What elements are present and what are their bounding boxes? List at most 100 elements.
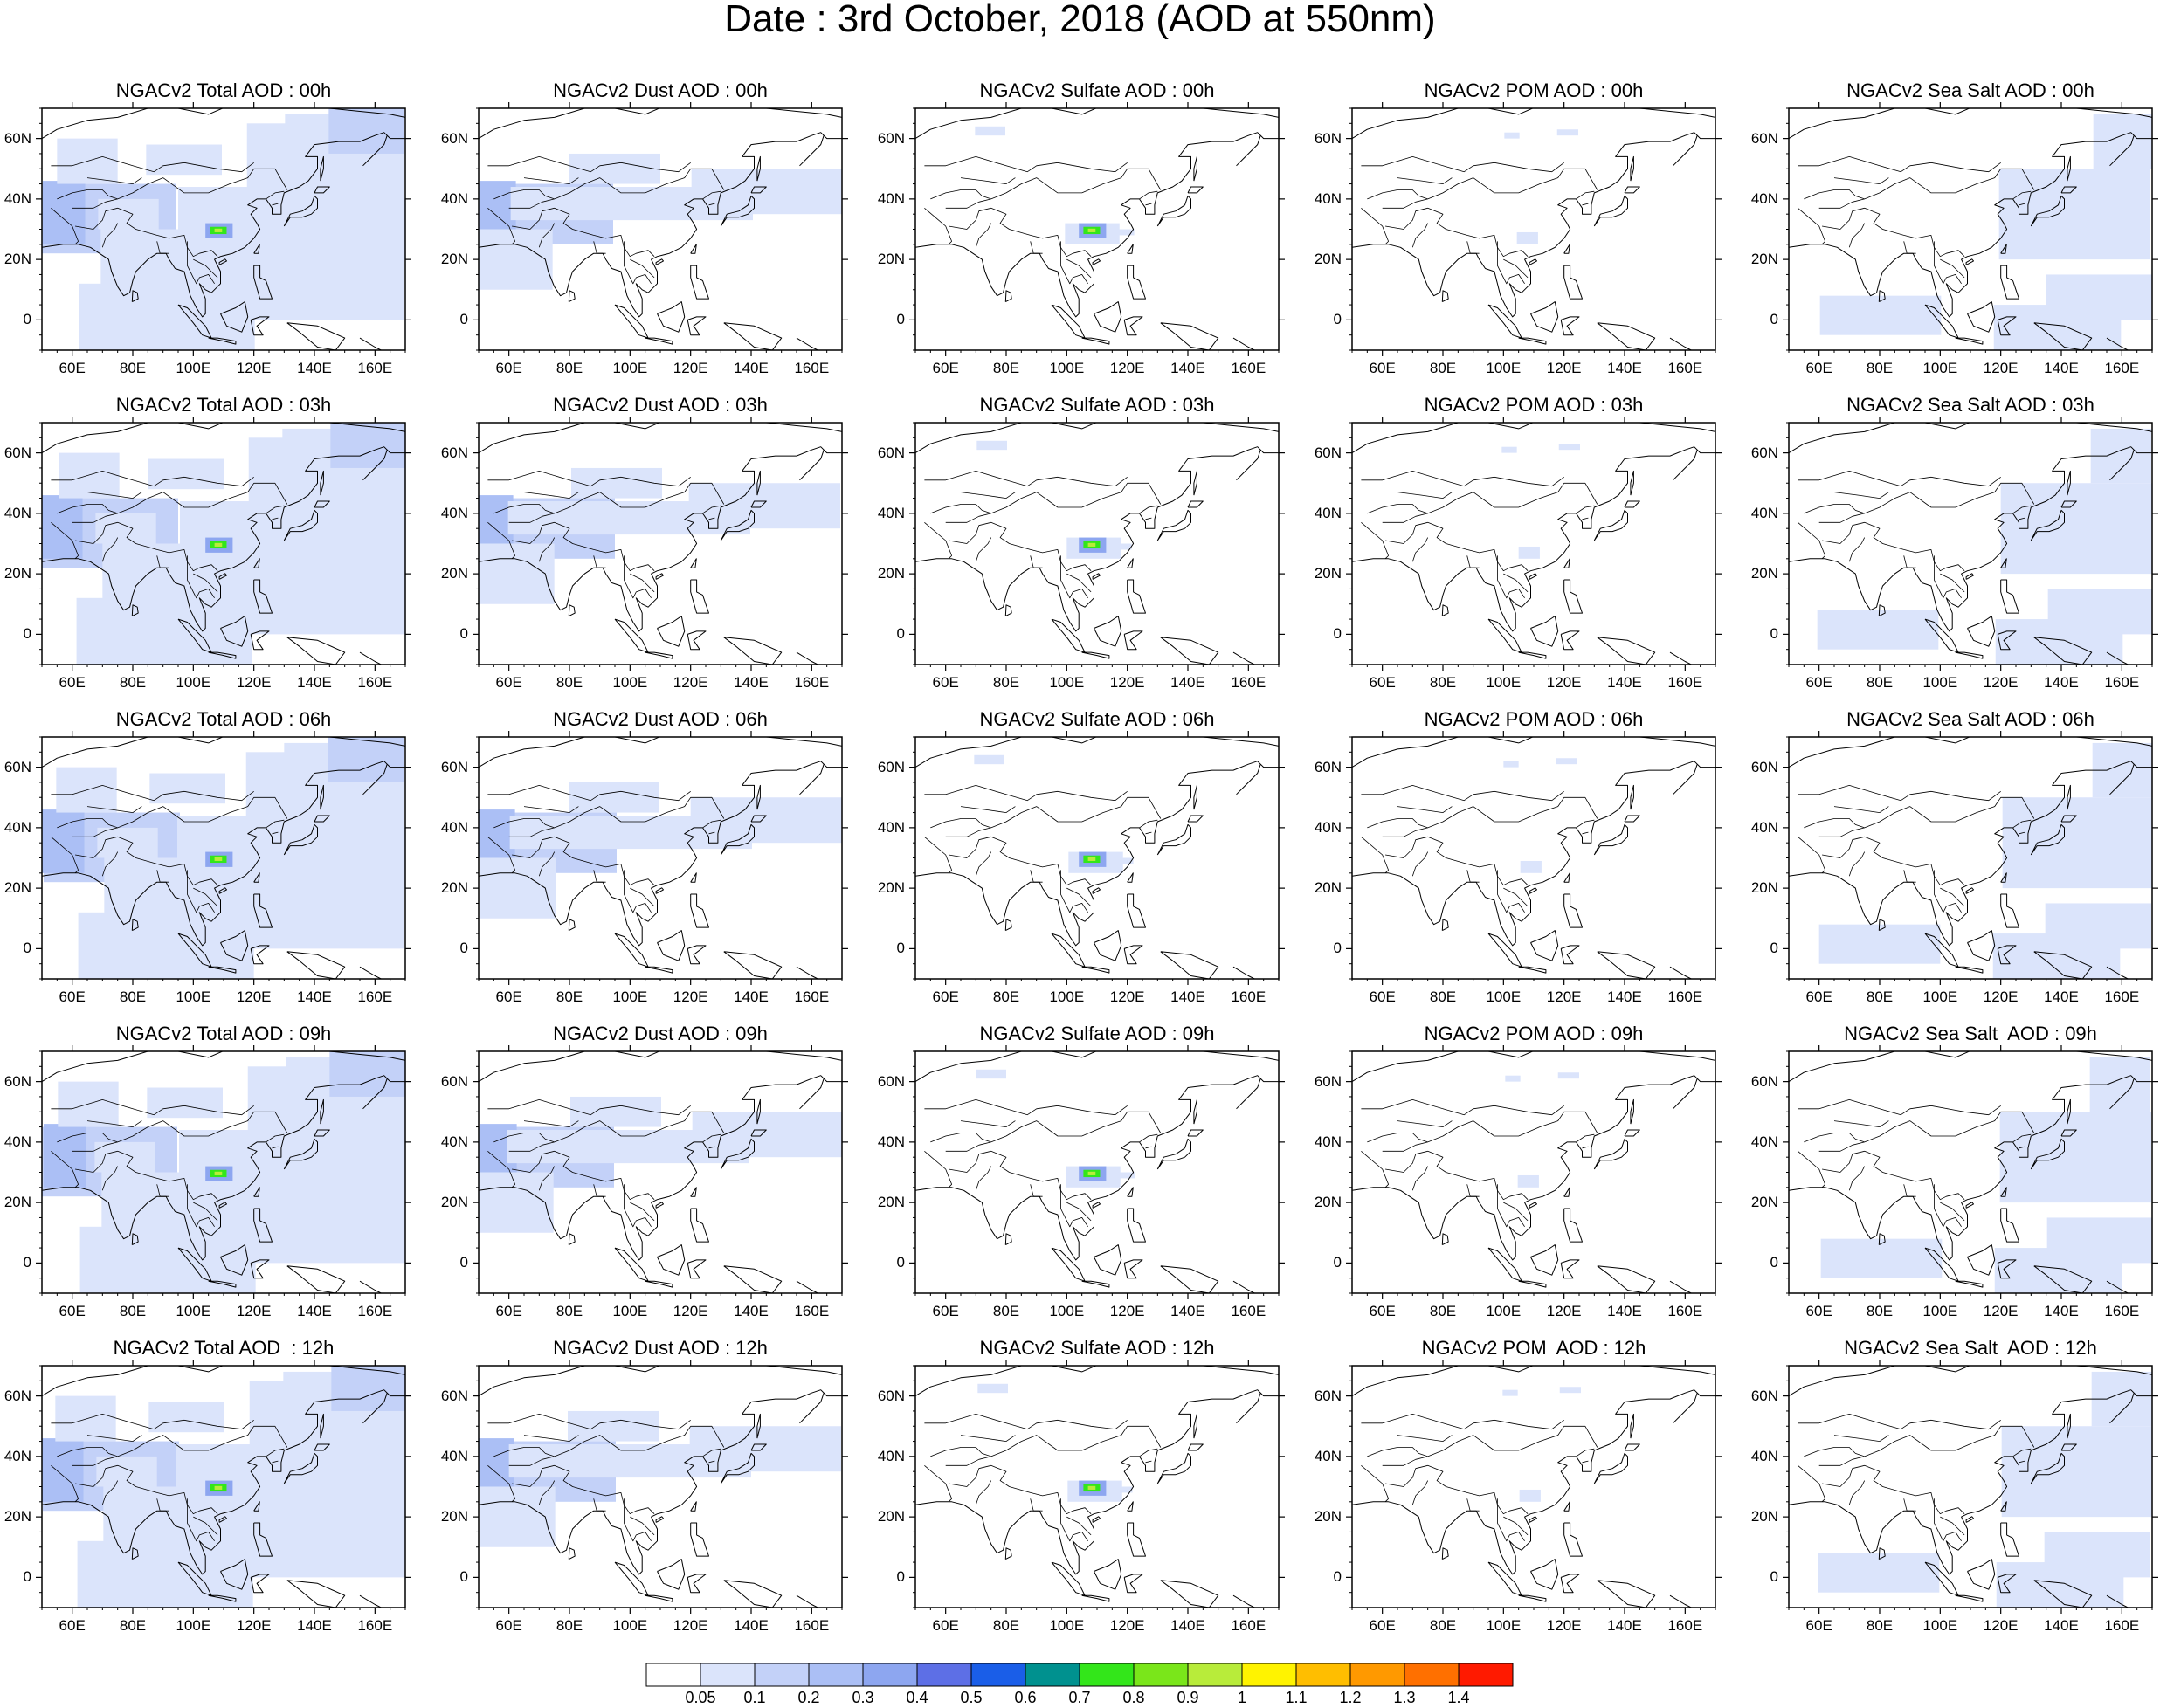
coastline: [1361, 1414, 1564, 1430]
coastline: [1597, 1580, 1656, 1608]
coastline: [1624, 186, 1640, 194]
aod-hotspot: [214, 228, 223, 232]
coastline: [218, 258, 227, 265]
colorbar-label: 1: [1237, 1689, 1246, 1706]
coastline: [1955, 651, 1984, 659]
coastline: [218, 573, 227, 580]
aod-shaded-region: [1818, 1553, 1940, 1593]
x-tick-label: 100E: [176, 988, 211, 1005]
x-tick-label: 160E: [1231, 988, 1266, 1005]
panel-title: NGACv2 POM AOD : 00h: [1424, 79, 1644, 101]
y-tick-label: 20N: [1750, 565, 1778, 582]
coastline: [2060, 500, 2077, 508]
map-panel: [909, 1360, 1285, 1614]
coastline: [1818, 1111, 2035, 1152]
coastline: [1139, 1448, 1158, 1457]
y-tick-label: 40N: [440, 1133, 468, 1150]
y-tick-label: 60N: [3, 1072, 31, 1090]
coastline: [1848, 1480, 1866, 1505]
coastline: [1352, 446, 1715, 632]
map-panel: [909, 731, 1285, 985]
x-tick-label: 120E: [1983, 1617, 2019, 1634]
x-tick-label: 100E: [612, 674, 648, 691]
aod-shaded-region: [1502, 1389, 1518, 1396]
coastline: [924, 785, 1128, 802]
coastline: [1593, 1452, 1628, 1484]
coastline: [1094, 930, 1122, 961]
colorbar-swatch: [1187, 1663, 1243, 1687]
x-tick-label: 160E: [1667, 674, 1703, 691]
coastline: [1094, 1244, 1122, 1276]
coastline: [975, 1480, 992, 1505]
x-tick-label: 120E: [1546, 360, 1582, 376]
x-tick-label: 160E: [2104, 360, 2140, 376]
coastline: [253, 1208, 273, 1243]
coastline: [1385, 207, 1529, 258]
coastline: [960, 492, 1016, 499]
coastline: [1193, 155, 1197, 182]
coastline: [1630, 784, 1634, 810]
coastline: [1094, 301, 1122, 333]
coastline: [487, 207, 515, 245]
coastline: [266, 190, 285, 200]
coastline: [1818, 796, 2035, 837]
coastline: [2109, 764, 2135, 795]
coastline: [314, 186, 330, 194]
coastline: [720, 195, 755, 227]
coastline: [86, 492, 142, 499]
map-panel: [1783, 102, 2158, 356]
coastline: [1518, 966, 1547, 974]
coastline: [156, 1498, 169, 1512]
coastline: [1878, 1547, 1886, 1560]
aod-shaded-region: [1819, 295, 1942, 335]
x-tick-label: 120E: [1546, 1303, 1582, 1319]
coastline: [2033, 637, 2093, 665]
y-tick-label: 60N: [1314, 1387, 1342, 1404]
coastline: [1563, 1501, 1570, 1512]
coastline: [1361, 1099, 1564, 1116]
x-tick-label: 140E: [297, 988, 332, 1005]
coastline: [1669, 337, 1692, 350]
coastline: [51, 471, 254, 487]
coastline: [493, 504, 555, 514]
coastline: [250, 1259, 270, 1279]
coastline: [1232, 337, 1255, 350]
coastline: [1466, 241, 1480, 254]
coastline: [220, 301, 249, 333]
aod-shaded-region: [1558, 444, 1580, 451]
coastline: [796, 1280, 818, 1293]
coastline: [750, 1129, 767, 1137]
coastline: [1903, 870, 1916, 883]
coastline: [193, 1516, 218, 1536]
map-panel: [36, 1360, 411, 1614]
coastline: [220, 1244, 249, 1276]
coastline: [1411, 223, 1429, 248]
x-tick-label: 140E: [297, 674, 332, 691]
coastline: [614, 1247, 649, 1282]
coastline: [1397, 177, 1453, 184]
coastline: [1352, 423, 1715, 454]
colorbar-swatch: [754, 1663, 810, 1687]
coastline: [1127, 265, 1146, 300]
x-tick-label: 120E: [1546, 988, 1582, 1005]
coastline: [708, 831, 715, 835]
coastline: [720, 1138, 755, 1170]
coastline: [57, 818, 118, 829]
panel-title: NGACv2 Sea Salt AOD : 00h: [1846, 79, 2094, 101]
map-panel: [473, 417, 848, 671]
aod-shaded-region: [495, 1444, 511, 1469]
aod-shaded-region: [59, 1444, 74, 1472]
coastline: [1092, 573, 1101, 580]
coastline: [702, 1448, 721, 1457]
coastline: [1123, 630, 1143, 651]
colorbar-swatch: [1025, 1663, 1080, 1687]
coastline: [1833, 806, 1889, 813]
coastline: [272, 517, 279, 520]
coastline: [2067, 470, 2071, 496]
coastline: [1060, 555, 1088, 599]
x-tick-label: 60E: [1805, 1617, 1832, 1634]
coastline: [1030, 870, 1043, 883]
coastline: [723, 322, 783, 350]
coastline: [1804, 818, 1865, 829]
coastline: [1529, 1516, 1537, 1523]
